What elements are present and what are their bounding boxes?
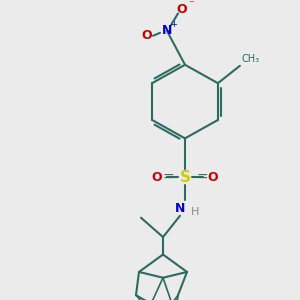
Text: +: +: [171, 20, 177, 28]
Text: O: O: [177, 3, 187, 16]
Text: N: N: [162, 24, 172, 38]
Text: O: O: [208, 171, 218, 184]
Text: ⁻: ⁻: [188, 0, 194, 9]
Text: S: S: [179, 169, 191, 184]
Text: N: N: [175, 202, 185, 214]
Text: =: =: [162, 171, 174, 185]
Text: H: H: [191, 207, 199, 217]
Text: CH₃: CH₃: [242, 54, 260, 64]
Text: O: O: [152, 171, 162, 184]
Text: =: =: [196, 171, 208, 185]
Text: O: O: [142, 29, 152, 42]
